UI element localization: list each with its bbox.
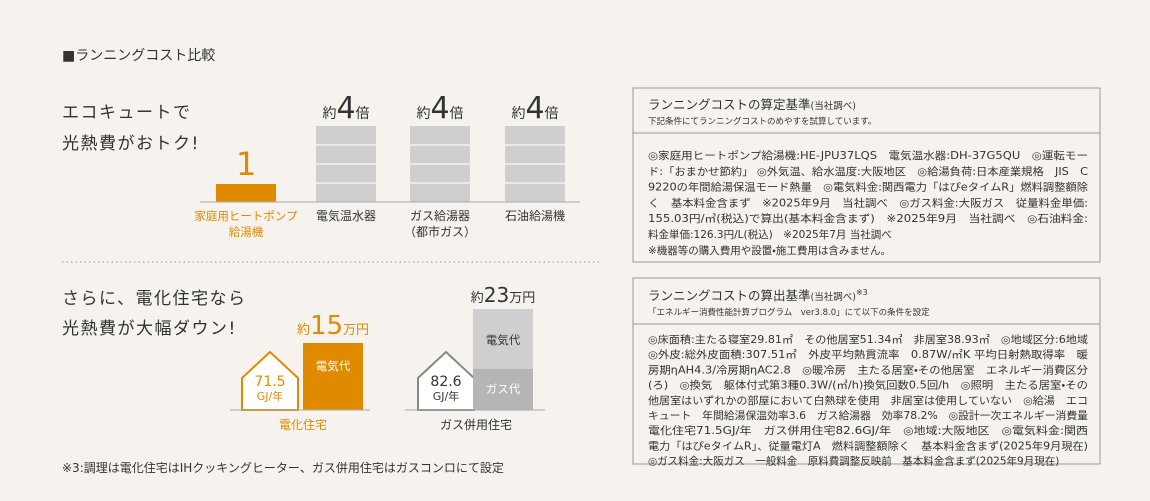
segment-label: ガス代: [486, 382, 521, 396]
box-title: ランニングコストの算定基準(当社調べ): [648, 97, 856, 112]
energy: 71.5: [254, 374, 285, 390]
heading: ■ランニングコスト比較: [62, 48, 215, 64]
ratio: 約4倍: [416, 91, 463, 126]
ratio: 1: [236, 145, 256, 183]
box-line: 電力「はぴeタイムR」、従量電灯A 燃料調整額除く 基本料金含まず(2025年9…: [648, 439, 1088, 452]
box-line: く 基本料金含まず ※2025年9月 当社調べ ◎ガス料金:大阪ガス 従量料金単…: [648, 196, 1088, 209]
item-label: ガス給湯器: [410, 209, 470, 223]
lead: エコキュートで: [62, 103, 192, 123]
cost: 約15万円: [297, 311, 369, 341]
item-label: 給湯機: [229, 225, 264, 239]
box-line: ド:「おまかせ節約」 ◎外気温、給水温度:大阪地区 ◎給湯負荷:日本産業規格 J…: [648, 165, 1088, 178]
box-line: ◎家庭用ヒートポンプ給湯機:HE-JPU37LQS 電気温水器:DH-37G5Q…: [648, 149, 1088, 162]
segment-label: 電気代: [486, 333, 521, 347]
energy: 82.6: [430, 374, 461, 390]
lead: さらに、電化住宅なら: [62, 289, 247, 309]
home-label: 電化住宅: [279, 418, 327, 432]
box-line: ◎外皮:総外皮面積:307.51㎡ 外皮平均熱貫流率 0.87W/㎡K 平均日射…: [648, 348, 1089, 361]
box-subtitle: 「エネルギー消費性能計算プログラム ver3.8.0」にて以下の条件を設定: [648, 307, 930, 318]
box-line: ◎床面積:主たる寝室29.81㎡ その他居室51.34㎡ 非居室38.93㎡ ◎…: [648, 333, 1089, 346]
bar-segment: [473, 309, 533, 369]
box-line: (ろ) ◎換気 躯体付式第3種0.3W/(㎥/h)換気回数0.5回/h ◎照明 …: [648, 379, 1088, 392]
segment-label: 電気代: [316, 359, 351, 373]
item-label: 石油給湯機: [505, 209, 565, 223]
item-label: 家庭用ヒートポンプ: [194, 209, 298, 223]
info-box: [632, 277, 1101, 465]
bar-dividers: [316, 144, 565, 184]
footnote: ※3:調理は電化住宅はIHクッキングヒーター、ガス併用住宅はガスコンロにて設定: [62, 461, 504, 475]
lead: 光熱費がおトク!: [62, 134, 200, 154]
ratio: 約4倍: [511, 91, 558, 126]
box-line: 房期ηAH4.3/冷房期ηAC2.8 ◎暖冷房 主たる居室・その他居室 エネルギ…: [648, 363, 1089, 376]
box-body: ◎家庭用ヒートポンプ給湯機:HE-JPU37LQS 電気温水器:DH-37G5Q…: [648, 149, 1089, 468]
box-subtitle: 下記条件にてランニングコストのめやすを試算しています。: [648, 116, 876, 127]
box-line: 料金単価:126.3円/L(税込) ※2025年7月 当社調べ: [648, 228, 892, 241]
item-label: （都市ガス）: [404, 225, 476, 239]
box-line: ◎ガス料金:大阪ガス 一般料金 原料費調整反映前 基本料金含まず(2025年9月…: [648, 455, 1059, 468]
box-line: ※機器等の購入費用や設置・施工費用は含みません。: [648, 244, 891, 257]
ratio: 約4倍: [322, 91, 369, 126]
home-label: ガス併用住宅: [440, 418, 512, 432]
bar-segment: [473, 369, 533, 410]
energy-unit: GJ/年: [257, 389, 283, 403]
box-line: キュート 年間給湯保温効率3.6 ガス給湯器 効率78.2% ◎設計一次エネルギ…: [648, 409, 1089, 422]
house-icon: [241, 350, 299, 411]
bar: [216, 184, 276, 202]
cost: 約23万円: [471, 283, 535, 307]
box-line: 155.03円/㎥(税込)で算出(基本料金含まず) ※2025年9月 当社調べ …: [648, 212, 1088, 225]
info-box: [632, 87, 1101, 263]
box-line: 他居室はいずれかの部屋において白熱球を使用 非居室は使用していない ◎給湯 エコ: [648, 394, 1088, 407]
box-line: 9220の年間給湯保温モード熱量 ◎電気料金:関西電力「はぴeタイムR」燃料調整…: [648, 181, 1089, 194]
bar: [303, 343, 363, 410]
box-title: ランニングコストの算出基準(当社調べ)※3: [648, 288, 868, 303]
item-label: 電気温水器: [316, 208, 376, 223]
lead: 光熱費が大幅ダウン!: [62, 319, 237, 339]
box-line: 電化住宅71.5GJ/年 ガス併用住宅82.6GJ/年 ◎地域:大阪地区 ◎電気…: [648, 424, 1088, 437]
energy-unit: GJ/年: [433, 389, 459, 403]
